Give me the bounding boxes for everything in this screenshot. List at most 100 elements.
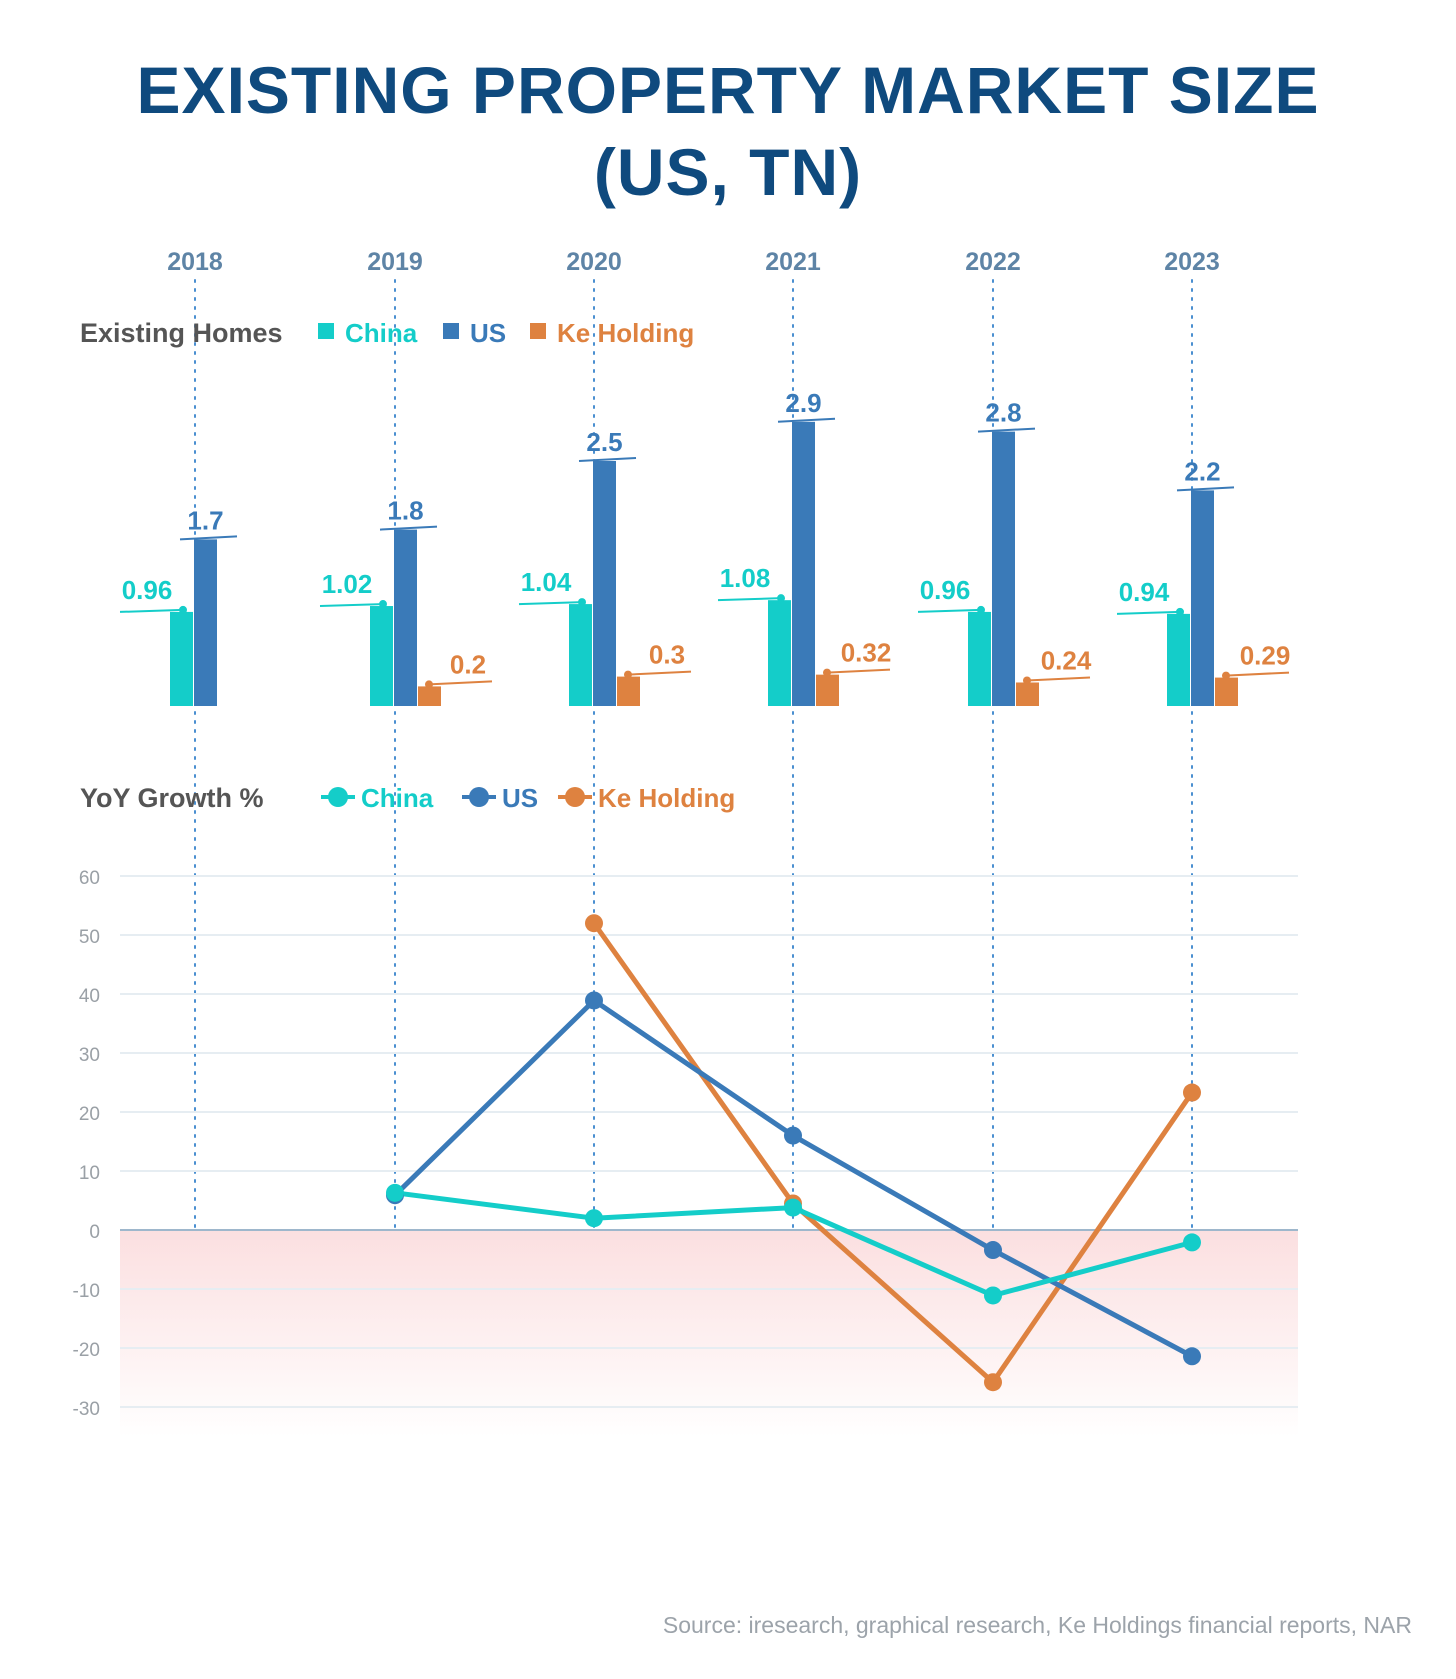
leader-dot-ke-holding-2023 <box>1222 671 1230 680</box>
leader-china-2022 <box>917 608 982 613</box>
line-point-ke-holding-2020 <box>585 914 603 933</box>
chart-title-line-1: EXISTING PROPERTY MARKET SIZE <box>136 53 1320 127</box>
leader-us-2019 <box>379 525 438 531</box>
line-series-ke-holding <box>591 920 1195 1385</box>
bar-china-2021 <box>768 600 791 706</box>
line-point-china-2021 <box>784 1198 802 1217</box>
bar-china-2022 <box>968 611 991 706</box>
data-label-china-2018: 0.96 <box>122 575 173 605</box>
leader-us-2018 <box>179 535 238 541</box>
legend-label-line-china: China <box>361 783 434 813</box>
data-label-ke-holding-2023: 0.29 <box>1240 641 1291 671</box>
leader-dot-ke-holding-2020 <box>624 670 632 679</box>
leader-china-2021 <box>717 597 782 602</box>
data-label-china-2023: 0.94 <box>1119 577 1170 607</box>
leader-dot-china-2019 <box>379 600 387 609</box>
leader-china-2023 <box>1116 610 1181 615</box>
data-label-us-2019: 1.8 <box>387 496 423 526</box>
data-label-china-2022: 0.96 <box>920 575 971 605</box>
bar-us-2020 <box>593 461 616 706</box>
legend-marker-line-ke-holding <box>565 787 585 807</box>
data-label-ke-holding-2019: 0.2 <box>450 649 486 679</box>
bar-us-2018 <box>194 539 217 706</box>
bar-ke-holding-2021 <box>816 674 839 706</box>
leader-dot-ke-holding-2022 <box>1023 676 1031 685</box>
leader-ke-holding-2021 <box>826 668 891 674</box>
line-point-ke-holding-2023 <box>1183 1083 1201 1102</box>
leader-us-2022 <box>977 427 1036 433</box>
year-label-2022: 2022 <box>965 248 1021 276</box>
bar-china-2018 <box>170 611 193 706</box>
data-label-china-2020: 1.04 <box>521 567 572 597</box>
leader-us-2023 <box>1176 486 1235 492</box>
y-tick-30: 30 <box>79 1045 100 1066</box>
bar-ke-holding-2022 <box>1016 682 1039 706</box>
data-label-china-2019: 1.02 <box>322 569 373 599</box>
year-label-2018: 2018 <box>167 248 223 276</box>
leader-ke-holding-2020 <box>627 670 692 676</box>
leader-dot-china-2018 <box>179 605 187 614</box>
line-point-china-2022 <box>984 1286 1002 1305</box>
year-label-2021: 2021 <box>765 248 821 276</box>
bar-us-2021 <box>792 421 815 706</box>
y-tick-20: 20 <box>79 1104 100 1125</box>
legend-marker-line-us <box>469 787 489 807</box>
legend-label-bar-ke-holding: Ke Holding <box>557 318 694 348</box>
year-label-2019: 2019 <box>367 248 423 276</box>
year-label-2020: 2020 <box>566 248 622 276</box>
leader-us-2020 <box>578 457 637 462</box>
legend-swatch-bar-china <box>318 323 334 339</box>
leader-us-2021 <box>777 417 836 423</box>
legend-label-bar-us: US <box>470 318 506 348</box>
y-tick-60: 60 <box>79 868 100 889</box>
y-tick-40: 40 <box>79 986 100 1007</box>
leader-dot-ke-holding-2019 <box>425 680 433 689</box>
bar-china-2020 <box>569 604 592 706</box>
bar-section-title: Existing Homes <box>80 318 283 348</box>
data-label-ke-holding-2020: 0.3 <box>649 640 685 670</box>
data-label-us-2021: 2.9 <box>785 388 821 418</box>
bar-ke-holding-2020 <box>617 676 640 706</box>
legend-label-line-ke-holding: Ke Holding <box>598 783 735 813</box>
y-tick-0: 0 <box>89 1222 100 1243</box>
y-tick-10: 10 <box>79 1163 100 1184</box>
data-label-ke-holding-2022: 0.24 <box>1041 645 1092 675</box>
line-point-us-2023 <box>1183 1347 1201 1366</box>
leader-ke-holding-2022 <box>1026 676 1091 682</box>
legend-label-line-us: US <box>502 783 538 813</box>
legend-swatch-bar-us <box>443 323 459 339</box>
y-tick--10: -10 <box>73 1281 100 1302</box>
data-label-ke-holding-2021: 0.32 <box>841 638 892 668</box>
y-tick--30: -30 <box>73 1399 100 1420</box>
bar-us-2023 <box>1191 490 1214 706</box>
leader-dot-ke-holding-2021 <box>823 668 831 677</box>
line-section-title: YoY Growth % <box>80 783 264 813</box>
leader-dot-china-2023 <box>1176 607 1184 616</box>
bar-ke-holding-2019 <box>418 686 441 706</box>
leader-china-2020 <box>518 601 583 606</box>
legend-swatch-bar-ke-holding <box>530 323 546 339</box>
data-label-us-2022: 2.8 <box>985 398 1021 428</box>
leader-dot-china-2020 <box>578 598 586 607</box>
leader-dot-china-2021 <box>777 594 785 603</box>
data-label-us-2018: 1.7 <box>187 505 223 535</box>
bar-us-2019 <box>394 529 417 706</box>
leader-china-2018 <box>119 608 184 613</box>
legend-marker-line-china <box>328 787 348 807</box>
y-tick-50: 50 <box>79 927 100 948</box>
line-point-us-2022 <box>984 1241 1002 1260</box>
line-point-us-2020 <box>585 991 603 1010</box>
bar-us-2022 <box>992 431 1015 706</box>
leader-china-2019 <box>319 603 384 608</box>
line-point-us-2021 <box>784 1126 802 1145</box>
data-label-china-2021: 1.08 <box>720 563 771 593</box>
leader-dot-china-2022 <box>977 605 985 614</box>
year-label-2023: 2023 <box>1164 248 1220 276</box>
data-label-us-2023: 2.2 <box>1184 456 1220 486</box>
data-label-us-2020: 2.5 <box>586 427 622 457</box>
chart-title-line-2: (US, TN) <box>593 135 863 209</box>
bar-china-2019 <box>370 606 393 706</box>
bar-ke-holding-2023 <box>1215 677 1238 706</box>
source-note: Source: iresearch, graphical research, K… <box>662 1612 1412 1638</box>
